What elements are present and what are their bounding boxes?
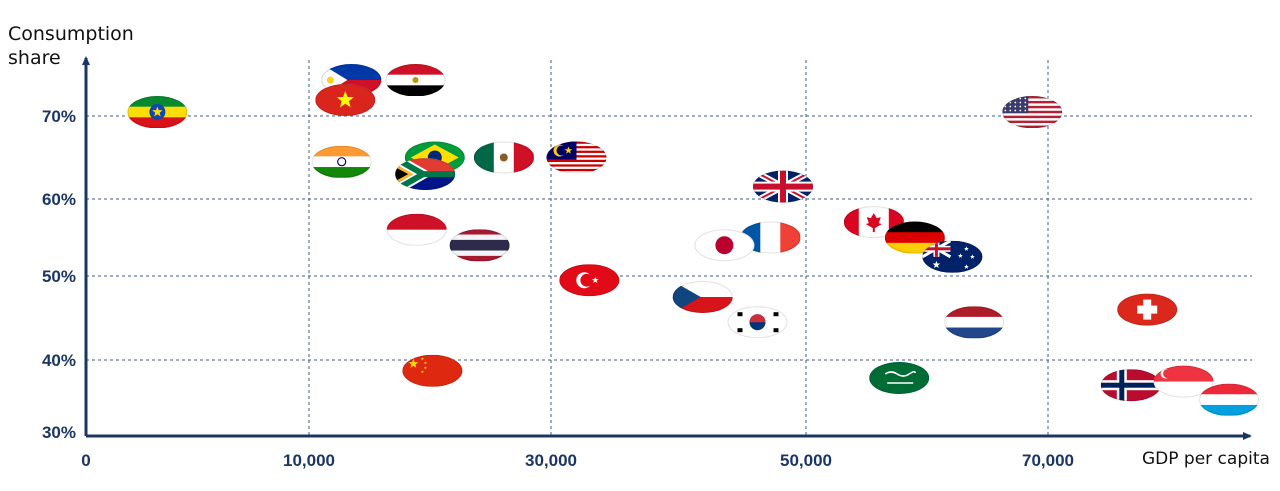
flag-point-south-africa [395,158,456,191]
y-tick-labels: 30% 40% 50% 60% 70% [42,107,76,442]
flag-point-luxembourg [1199,383,1260,416]
y-tick-label: 30% [42,423,76,442]
flag-point-united-states [1002,96,1063,128]
x-axis-label: GDP per capita [1142,449,1270,469]
flag-point-czech-republic [672,281,733,313]
y-tick-label: 40% [42,351,76,370]
flag-point-netherlands [944,306,1005,339]
y-axis-label: Consumption share [8,23,134,69]
flag-point-china [402,354,463,387]
flag-point-india [311,145,372,178]
flag-point-thailand [449,229,510,262]
flag-point-brazil [404,141,465,174]
x-tick-label: 30,000 [525,451,577,470]
flag-point-switzerland [1117,293,1178,326]
flag-point-ethiopia [127,96,188,128]
flag-point-germany [884,221,945,254]
flag-point-south-korea [727,306,788,339]
axes [82,56,1252,440]
flag-point-turkey [559,264,620,297]
x-tick-label: 70,000 [1022,451,1074,470]
y-tick-label: 50% [42,267,76,286]
flag-point-australia [922,240,983,273]
data-points [127,64,1260,416]
flag-point-malaysia [546,141,607,174]
y-tick-label: 70% [42,107,76,126]
flag-point-mexico [473,141,534,174]
flag-point-egypt [385,64,446,96]
flag-point-japan [694,229,755,262]
x-tick-labels: 0 10,000 30,000 50,000 70,000 [81,451,1074,470]
flag-point-indonesia [386,213,447,246]
y-tick-label: 60% [42,190,76,209]
x-tick-label: 50,000 [780,451,832,470]
x-tick-label: 0 [81,451,90,470]
flag-point-united-kingdom [753,170,813,203]
flag-point-vietnam [315,84,376,116]
x-tick-label: 10,000 [283,451,335,470]
flag-point-saudi-arabia [869,362,930,394]
gridlines [86,60,1252,436]
flag-point-norway [1100,369,1161,402]
